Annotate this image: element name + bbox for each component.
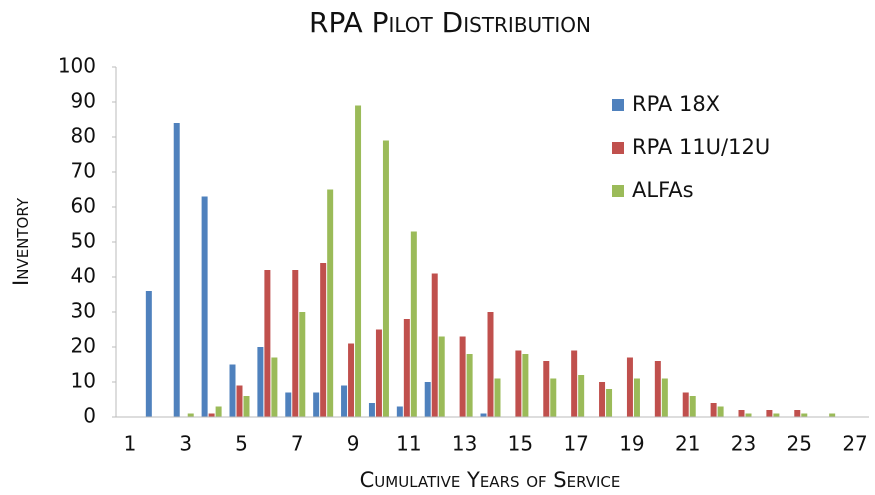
bar [403, 319, 410, 417]
x-tick-label: 21 [675, 432, 700, 456]
bar [145, 291, 152, 417]
bar [271, 357, 278, 417]
bar [410, 231, 417, 417]
bar [550, 378, 557, 417]
bar [320, 263, 327, 417]
bar [327, 189, 334, 417]
y-tick-label: 50 [71, 229, 96, 253]
bar [264, 270, 271, 417]
x-tick-label: 17 [563, 432, 588, 456]
x-tick-label: 15 [508, 432, 533, 456]
bar [466, 354, 473, 417]
bar [661, 378, 668, 417]
x-tick-label: 3 [179, 432, 192, 456]
bar [243, 396, 250, 417]
bar [633, 378, 640, 417]
y-tick-label: 10 [71, 369, 96, 393]
bar [606, 389, 613, 417]
y-tick-label: 40 [71, 264, 96, 288]
bar [487, 312, 494, 417]
bar [313, 392, 320, 417]
bar [794, 410, 801, 417]
bar [201, 196, 208, 417]
legend-swatch [612, 99, 624, 111]
legend-label: RPA 11U/12U [632, 135, 770, 159]
bar [599, 382, 606, 417]
bar [208, 413, 215, 417]
x-tick-label: 7 [291, 432, 304, 456]
bar [829, 413, 836, 417]
bar [682, 392, 689, 417]
bar [187, 413, 194, 417]
bar [215, 406, 222, 417]
x-tick-label: 5 [235, 432, 248, 456]
bar [773, 413, 780, 417]
x-tick-label: 9 [347, 432, 360, 456]
legend-swatch [612, 185, 624, 197]
x-tick-label: 19 [619, 432, 644, 456]
x-tick-label: 27 [842, 432, 867, 456]
y-tick-label: 0 [83, 404, 96, 428]
x-tick-label: 23 [731, 432, 756, 456]
chart-title: RPA Pilot Distribution [309, 6, 591, 39]
bar [229, 364, 236, 417]
bar [292, 270, 299, 417]
bar [396, 406, 403, 417]
bar [515, 350, 522, 417]
y-axis-label: Inventory [9, 197, 33, 286]
bar [368, 403, 375, 417]
bar [431, 273, 438, 417]
bar [543, 361, 550, 417]
bar [424, 382, 431, 417]
bar [522, 354, 529, 417]
y-tick-label: 30 [71, 299, 96, 323]
bar [626, 357, 633, 417]
bar [173, 123, 180, 417]
bar [801, 413, 808, 417]
bar [341, 385, 348, 417]
x-tick-label: 1 [124, 432, 137, 456]
bar [438, 336, 445, 417]
bar [459, 336, 466, 417]
legend-swatch [612, 142, 624, 154]
bar [375, 329, 382, 417]
bar [382, 140, 389, 417]
bar [766, 410, 773, 417]
bar [738, 410, 745, 417]
x-axis-label: Cumulative Years of Service [360, 468, 621, 492]
y-tick-label: 70 [71, 159, 96, 183]
legend-label: ALFAs [632, 178, 694, 202]
y-tick-label: 90 [71, 89, 96, 113]
legend-label: RPA 18X [632, 92, 720, 116]
bar [236, 385, 243, 417]
y-tick-label: 80 [71, 124, 96, 148]
y-tick-label: 20 [71, 334, 96, 358]
bar [348, 343, 355, 417]
x-tick-label: 25 [787, 432, 812, 456]
bar [745, 413, 752, 417]
bar [355, 105, 362, 417]
x-tick-label: 11 [396, 432, 421, 456]
bar [257, 347, 264, 417]
bar [494, 378, 501, 417]
y-tick-label: 100 [58, 54, 96, 78]
bar [285, 392, 292, 417]
bar [299, 312, 306, 417]
bar [571, 350, 578, 417]
bar [480, 413, 487, 417]
bar [717, 406, 724, 417]
bar [578, 375, 585, 417]
bar [689, 396, 696, 417]
y-tick-label: 60 [71, 194, 96, 218]
x-tick-label: 13 [452, 432, 477, 456]
bar [654, 361, 661, 417]
bar [710, 403, 717, 417]
